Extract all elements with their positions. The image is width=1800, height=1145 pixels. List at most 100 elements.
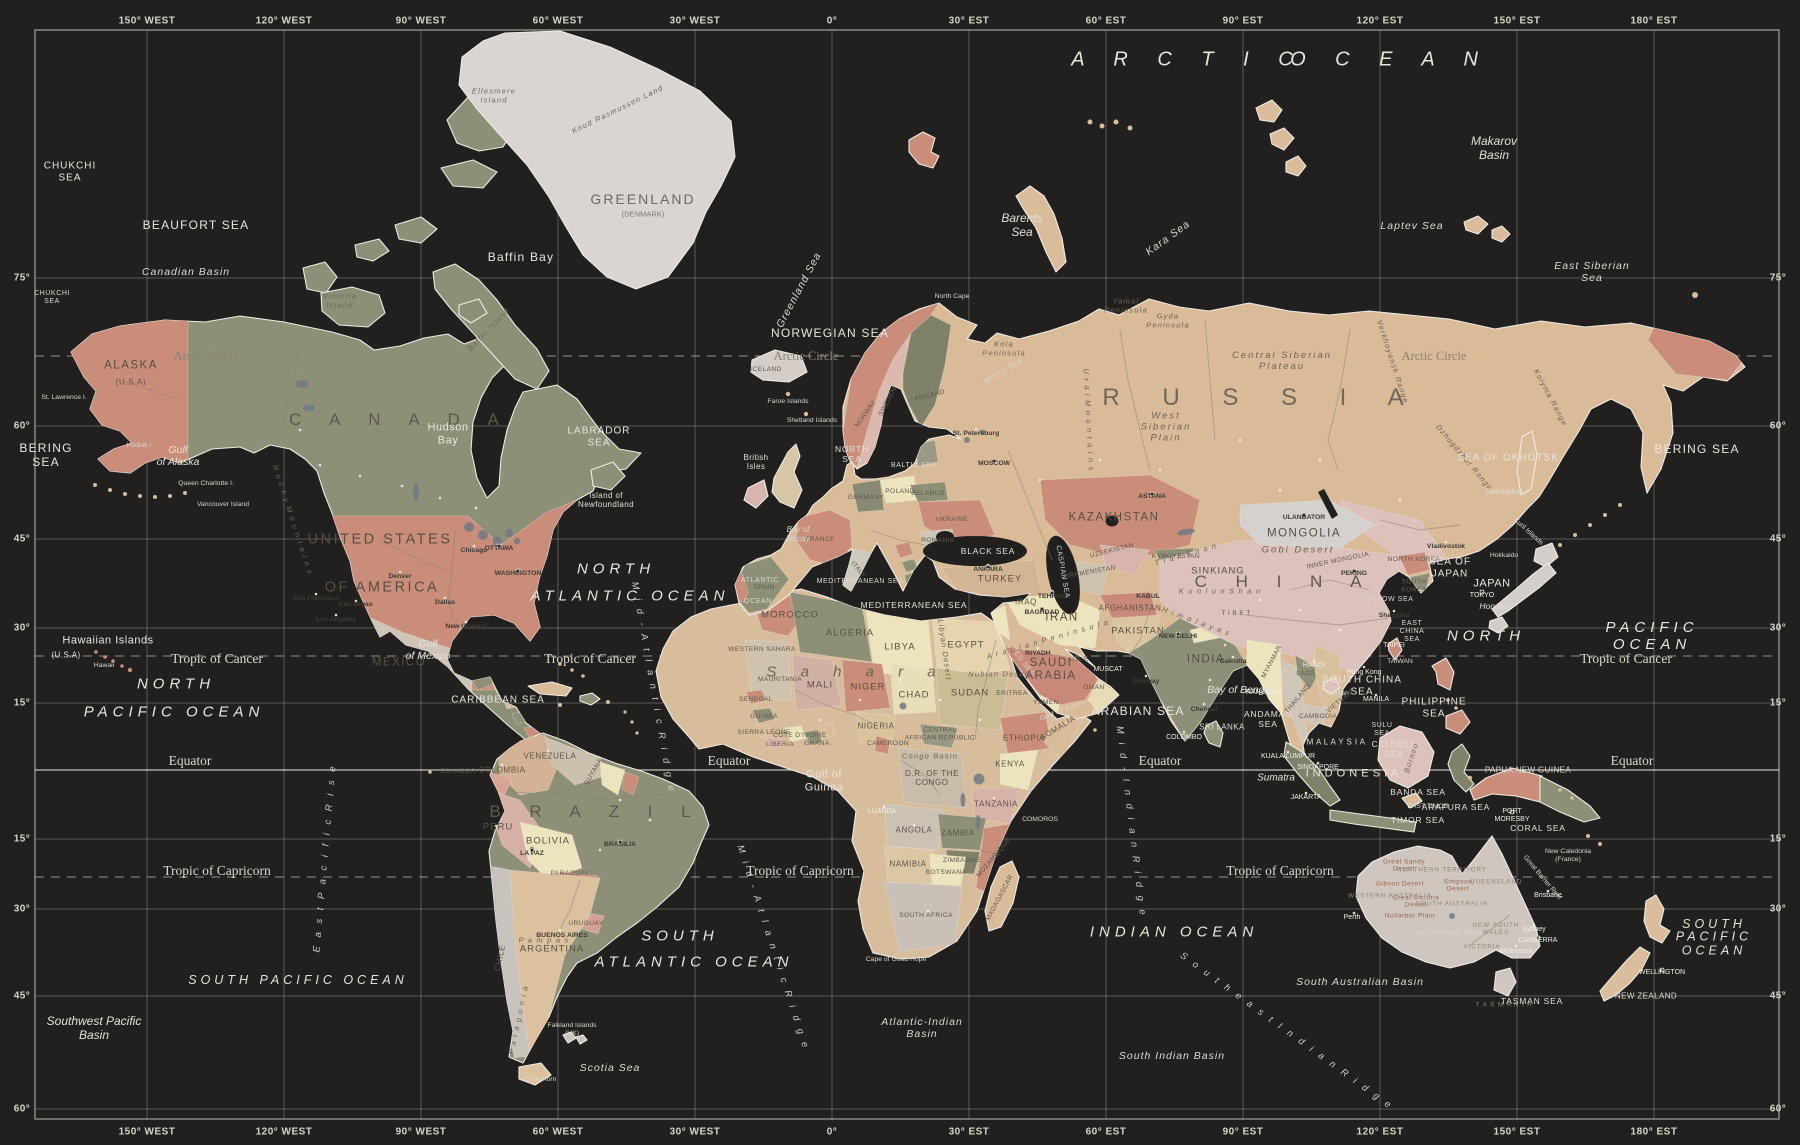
map-label: NORTH [136,675,216,693]
map-label: OCEAN [744,597,772,605]
map-label: (U.S.A) [51,650,81,660]
meridian-label: 150° EST [1493,1126,1541,1138]
meridian-label: 120° WEST [255,15,313,27]
map-label: WESTERN AUSTRALIA [1348,892,1432,900]
map-label: R U S S I A [1102,384,1422,412]
city-dot [1312,659,1316,663]
map-label: CENTRAL AFRICAN REPUBLIC [904,726,976,741]
capital-square [1039,606,1045,612]
map-label: Vancouver Island [196,501,250,509]
parallel-label: 60° [13,1103,31,1115]
map-label: SEA OF JAPAN [1428,556,1472,580]
map-label: COLOMBIA [478,765,526,775]
map-label: Great Victoria Desert [1392,894,1440,909]
parallel-label: 15° [13,697,31,709]
map-label: TAIWAN [1387,658,1413,666]
capital-square [515,568,521,574]
capital-square [1351,568,1357,574]
landmass-australia [1355,835,1671,1002]
landmass-africa [655,588,1092,960]
map-label: MOSCOW [977,460,1011,468]
map-label: URUGUAY [568,920,604,928]
map-label: Hokkaido [1489,552,1519,560]
map-label: P a t a g o n i a [506,984,530,1056]
map-label: BUENOS AIRES [536,932,588,940]
map-label: NEW ZEALAND [1614,991,1678,1001]
island-taiwan [1387,637,1403,661]
map-label: ATLANTIC OCEAN [594,953,794,971]
map-label: CAMBODIA [1298,713,1338,721]
map-label: Baffin Bay [487,250,555,265]
map-label: Tropic of Cancer [171,651,263,667]
map-label: ZAMBIA [941,828,975,838]
map-label: (DENMARK) [621,209,665,219]
parallel-label: 15° [1769,833,1787,845]
map-label: HANOI [1302,661,1326,669]
map-label: KENYA [995,759,1025,769]
map-label: Sumatra [1257,772,1295,784]
island-tasmania [1493,967,1517,997]
map-label: ANKARA [973,566,1003,574]
map-label: UKRAINE [935,516,969,524]
map-label: KYRGYZSTAN [1151,553,1201,561]
map-label: Borneo [1402,741,1421,775]
landmass-greenland [458,30,736,290]
city-dot [618,798,622,802]
map-label: MOZAMBIQUE [975,836,1013,879]
map-label: ARABIAN SEA [1091,704,1185,719]
parallel-label: 30° [13,903,31,915]
city-dot [472,544,476,548]
city-dot [546,749,550,753]
map-label: SWEDEN [877,386,899,418]
map-label: POLAND [885,488,915,496]
map-label: OTTAWA [484,545,514,553]
map-label: South Australian Basin [1296,975,1424,988]
map-label: QUEENSLAND [1469,878,1523,886]
map-label: Canadian Basin [141,265,231,278]
city-dot [334,613,338,617]
map-label: THAILAND [1283,682,1312,715]
island-novaya-zemlya [1015,185,1067,273]
map-label: Shetland Islands [786,417,838,425]
meridian-label: 60° WEST [532,1126,584,1138]
map-label: CHUKCHI SEA [43,160,97,184]
map-label: Barents Sea [1001,211,1043,239]
map-label: BERING SEA [1654,442,1740,457]
map-label: Equator [707,753,751,769]
map-label: T i a n S h a n [1153,540,1219,568]
map-label: UZBEKISTAN [1089,541,1135,560]
map-label: PACIFIC OCEAN [1675,929,1753,958]
map-label: TASMAN SEA [1500,996,1564,1007]
map-label: ARGENTINA [519,943,585,955]
map-label: Sydney [1522,925,1546,933]
map-label: CHILE [492,944,508,972]
map-label: Yamal Peninsula [1104,296,1148,314]
city-dot [1444,540,1448,544]
map-label: ROMANIA [921,537,955,545]
parallel-label: 30° [13,622,31,634]
map-label: B R A Z I L [489,802,703,822]
map-label: Dallas [434,599,456,607]
map-label: Tropic of Cancer [544,651,636,667]
city-dot [398,570,402,574]
meridian-label: 90° WEST [395,15,447,27]
map-label: BERING SEA [19,441,73,469]
map-label: Arctic Circle [173,348,239,363]
map-label: FINLAND [914,388,946,404]
map-label: ETHIOPIA [1002,733,1046,743]
island-iceland [750,349,808,383]
city-dot [464,620,468,624]
map-label: A R C T I C [1071,48,1305,71]
map-label: FRANCE [805,536,835,544]
capital-square [617,839,623,845]
island-sumatra [1283,741,1341,807]
meridian-label: 30° WEST [669,1126,721,1138]
parallel-label: 45° [13,990,31,1002]
landmass-layer [70,30,1746,1086]
map-label: ARAFURA SEA [1421,802,1491,813]
city-dot [1182,730,1186,734]
map-label: Makarov Basin [1470,134,1518,162]
map-label: Bombay [1132,678,1160,686]
map-label: Chennai [1190,706,1218,714]
map-label: JAPAN [1473,577,1511,590]
